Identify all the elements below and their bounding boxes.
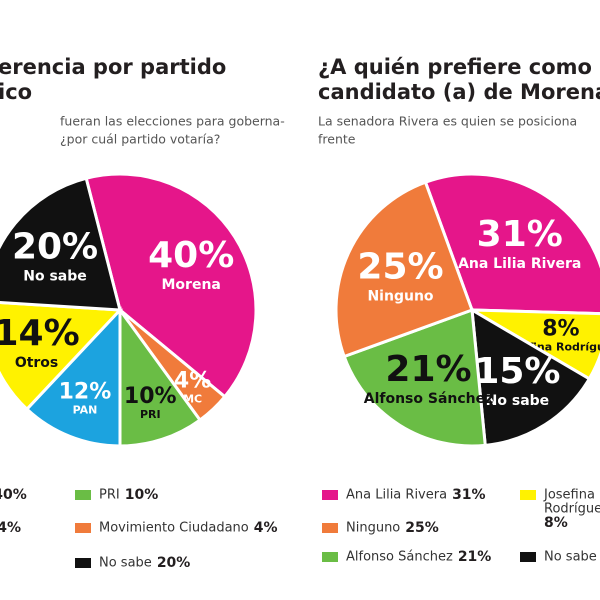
legend-swatch: [520, 552, 536, 562]
legend-value: 40%: [0, 487, 27, 503]
pie-slice: [84, 172, 258, 399]
legend-value: 21%: [458, 549, 492, 565]
legend-value: 25%: [405, 520, 439, 536]
legend-label: PRI: [99, 488, 120, 503]
chart-subtitle: ¿por cuál partido votaría?: [60, 132, 220, 147]
chart-subtitle: frente: [318, 132, 356, 147]
slice-label: No sabe: [486, 393, 550, 409]
slice-value: 20%: [12, 226, 98, 267]
chart-title: candidato (a) de Morena?: [318, 80, 600, 104]
slice-label: PAN: [73, 404, 98, 417]
legend-value: 31%: [452, 487, 486, 503]
slice-label: PRI: [140, 408, 161, 421]
slice-label: No sabe: [23, 268, 87, 284]
slice-label: Ninguno: [367, 289, 433, 305]
slice-value: 8%: [542, 316, 579, 341]
pie-slice: [423, 172, 600, 316]
pie-slice: [470, 307, 592, 447]
slice-value: 40%: [148, 235, 234, 276]
slice-value: 15%: [474, 351, 560, 392]
legend-label: No sabe: [544, 550, 597, 565]
legend-value: 14%: [0, 520, 21, 536]
slice-value: 21%: [385, 349, 471, 390]
legend-label: Rodrígue: [544, 502, 600, 517]
legend-label: Movimiento Ciudadano: [99, 521, 249, 536]
slice-label: Otros: [15, 355, 58, 371]
pie-slice: [334, 180, 474, 359]
slice-value: 25%: [357, 247, 443, 288]
legend-value: 10%: [125, 487, 159, 503]
legend-value: 20%: [157, 555, 191, 571]
legend-label: Ana Lilia Rivera: [346, 488, 447, 503]
legend-swatch: [75, 523, 91, 533]
pie-slice: [24, 306, 122, 448]
legend-label: Ninguno: [346, 521, 400, 536]
slice-value: 31%: [477, 214, 563, 255]
legend-swatch: [322, 552, 338, 562]
slice-value: 12%: [59, 380, 112, 405]
chart-subtitle: La senadora Rivera es quien se posiciona: [318, 114, 577, 129]
legend-value: 8%: [544, 515, 568, 531]
chart-title: ¿A quién prefiere como: [318, 55, 592, 79]
legend-value: 4%: [254, 520, 278, 536]
pie-slice: [118, 305, 203, 448]
slice-value: 14%: [0, 313, 80, 354]
legend-swatch: [75, 490, 91, 500]
slice-value: 4%: [174, 368, 211, 393]
pie-slice: [0, 176, 122, 312]
slice-label: Alfonso Sánchez: [364, 391, 494, 407]
pie-slice: [0, 300, 124, 412]
legend-swatch: [322, 490, 338, 500]
chart-title: ico: [0, 80, 32, 104]
legend-label: No sabe: [99, 556, 152, 571]
slice-value: 10%: [124, 384, 177, 409]
chart-subtitle: fueran las elecciones para goberna-: [60, 114, 285, 129]
legend-swatch: [520, 490, 536, 500]
legend-swatch: [322, 523, 338, 533]
legend-label: Josefina: [543, 488, 595, 503]
legend-swatch: [75, 558, 91, 568]
slice-label: Ana Lilia Rivera: [458, 256, 581, 272]
slice-label: Morena: [162, 277, 221, 293]
chart-title: erencia por partido: [0, 55, 226, 79]
legend-label: Alfonso Sánchez: [346, 550, 453, 565]
